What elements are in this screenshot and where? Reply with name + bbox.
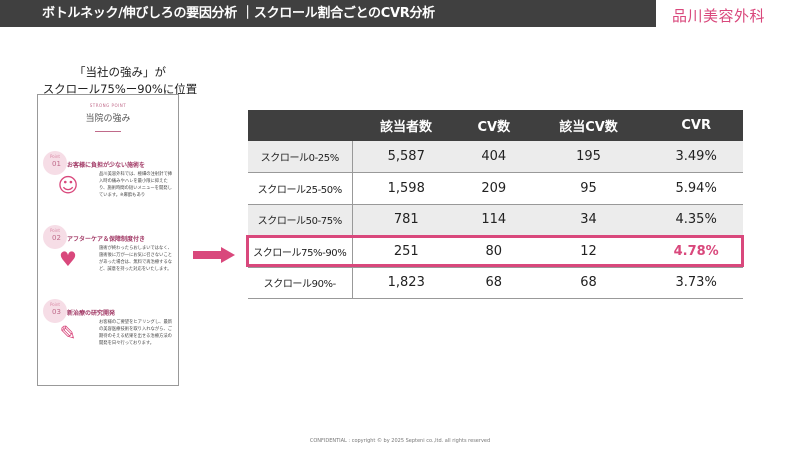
row-label: スクロール25-50%: [248, 172, 353, 205]
footer: CONFIDENTIAL : copyright © by 2025 Septe…: [309, 438, 491, 444]
row-label: スクロール0-25%: [248, 141, 353, 173]
table-cell: 4.78%: [649, 235, 743, 268]
slide-header: ボトルネック/伸びしろの要因分析 ｜スクロール割合ごとのCVR分析: [0, 0, 656, 27]
card-eyebrow: STRONG POINT: [89, 103, 127, 108]
table-cell: 4.35%: [649, 204, 743, 236]
table-cell: 781: [352, 204, 460, 236]
table-row: スクロール75%-90% 251 80 12 4.78%: [248, 235, 743, 268]
heart-hand-icon: ♥: [59, 247, 77, 271]
table-cell: 5.94%: [649, 172, 743, 205]
cvr-table: 該当者数 CV数 該当CV数 CVR スクロール0-25% 5,587 404 195…: [248, 110, 743, 299]
caption-line-2: スクロール75%ー90%に位置: [42, 82, 198, 96]
table-cell: 3.49%: [649, 141, 743, 173]
col-header: 該当者数: [352, 110, 460, 141]
table-row: スクロール25-50% 1,598 209 95 5.94%: [248, 172, 743, 205]
strength-page-image: STRONG POINT 当院の強み Point 01 お客様に負担が少ない施術…: [37, 94, 179, 386]
brand-logo: 品川美容外科: [672, 7, 766, 25]
col-header: 該当CV数: [527, 110, 650, 141]
table-cell: 404: [459, 141, 528, 173]
table-cell: 1,823: [352, 267, 460, 299]
arrow-right-icon: [193, 247, 235, 263]
row-label: スクロール90%-: [248, 267, 353, 299]
col-header: [248, 110, 352, 141]
table-cell: 3.73%: [649, 267, 743, 299]
table-cell: 95: [527, 172, 650, 205]
table-cell: 12: [527, 235, 650, 268]
table-cell: 68: [527, 267, 650, 299]
table-cell: 251: [352, 235, 460, 268]
table-cell: 195: [527, 141, 650, 173]
table-row: スクロール90%- 1,823 68 68 3.73%: [248, 267, 743, 299]
divider: [95, 131, 121, 132]
col-header: CV数: [459, 110, 528, 141]
caption: 「当社の強み」が スクロール75%ー90%に位置: [20, 64, 220, 98]
table-cell: 1,598: [352, 172, 460, 205]
col-header: CVR: [649, 110, 743, 141]
syringe-icon: ✎: [59, 321, 77, 345]
highlight-box: [246, 235, 744, 267]
table-row: スクロール50-75% 781 114 34 4.35%: [248, 204, 743, 236]
table-cell: 34: [527, 204, 650, 236]
doctor-icon: ☺: [57, 173, 79, 197]
table-header-row: 該当者数 CV数 該当CV数 CVR: [248, 110, 743, 141]
card-title: 当院の強み: [85, 114, 131, 124]
table-cell: 114: [459, 204, 528, 236]
table-cell: 209: [459, 172, 528, 205]
table-row: スクロール0-25% 5,587 404 195 3.49%: [248, 141, 743, 173]
table-cell: 68: [459, 267, 528, 299]
table-cell: 5,587: [352, 141, 460, 173]
caption-line-1: 「当社の強み」が: [74, 65, 166, 79]
row-label: スクロール50-75%: [248, 204, 353, 236]
